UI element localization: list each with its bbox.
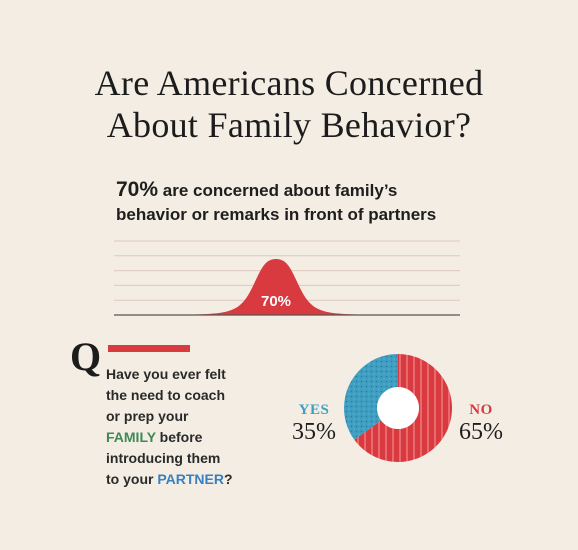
bell-curve-chart: 70%	[114, 240, 460, 316]
question-line-6: to your PARTNER?	[106, 469, 276, 490]
stat-text-line-2: behavior or remarks in front of partners	[116, 205, 437, 224]
no-value: 65%	[459, 419, 503, 445]
no-label: NO	[469, 402, 493, 418]
question-line-6-pre: to your	[106, 471, 158, 487]
stat-value: 70%	[116, 178, 159, 201]
title-line-2: About Family Behavior?	[106, 105, 472, 145]
donut-slice-no	[354, 354, 452, 463]
question-line-2: the need to coach	[106, 387, 226, 403]
question-q-letter: Q	[70, 334, 102, 379]
yes-label-group: YES 35%	[279, 401, 349, 445]
question-text: Have you ever felt the need to coach or …	[106, 364, 276, 490]
bell-value-label: 70%	[261, 293, 291, 310]
question-accent-bar	[108, 345, 190, 352]
question-line-5: introducing them	[106, 450, 221, 466]
yes-label: YES	[298, 402, 330, 418]
bell-curve-area	[190, 259, 362, 315]
yes-value: 35%	[292, 419, 336, 445]
question-line-3: or prep your	[106, 408, 189, 424]
title-line-1: Are Americans Concerned	[94, 63, 484, 103]
page-title: Are Americans Concerned About Family Beh…	[0, 62, 578, 146]
stat-headline: 70% are concerned about family’s behavio…	[116, 178, 476, 227]
stat-text-line-1: are concerned about family’s	[158, 181, 398, 200]
question-line-4-rest: before	[155, 429, 203, 445]
question-line-6-post: ?	[223, 471, 233, 487]
donut-hole	[377, 387, 419, 429]
question-line-1: Have you ever felt	[106, 366, 226, 382]
donut-slice-yes	[344, 354, 398, 440]
partner-keyword: PARTNER	[157, 471, 224, 487]
family-keyword: FAMILY	[106, 429, 156, 445]
no-label-group: NO 65%	[446, 401, 516, 445]
question-line-4: FAMILY before	[106, 427, 276, 448]
